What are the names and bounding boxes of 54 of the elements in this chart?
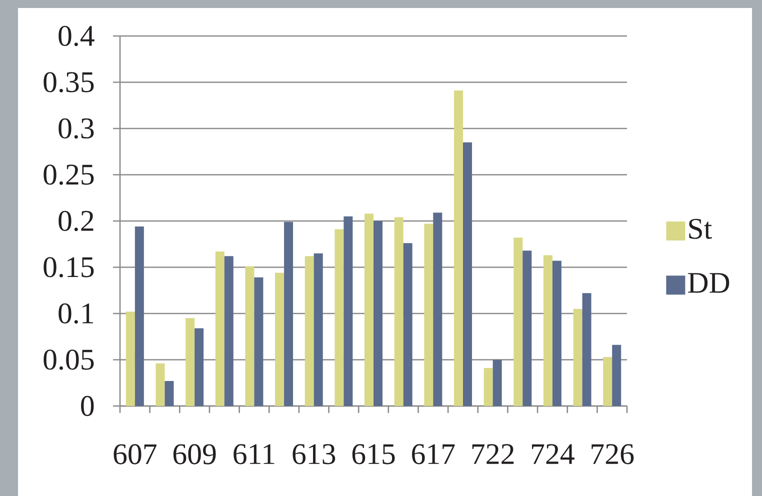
y-tick-label: 0.1 [58, 303, 94, 324]
x-tick-label: 724 [532, 444, 574, 464]
bar [194, 328, 204, 406]
bar [304, 256, 314, 406]
bar [186, 318, 195, 406]
bar [552, 260, 562, 406]
legend-label: St [689, 218, 712, 239]
y-tick-label: 0 [81, 396, 94, 416]
x-tick-label: 617 [412, 444, 455, 464]
bar [215, 252, 224, 406]
bar [573, 308, 582, 406]
bar [314, 253, 323, 406]
bar [543, 255, 552, 406]
bar [344, 216, 353, 406]
bar [164, 381, 174, 406]
bar [334, 229, 344, 406]
x-tick-label: 722 [472, 444, 514, 464]
x-tick-label: 613 [292, 444, 336, 464]
bar [254, 277, 264, 406]
x-tick-label: 611 [234, 444, 274, 464]
bar [275, 272, 284, 406]
y-tick-label: 0.25 [44, 164, 94, 185]
y-tick-label: 0.15 [44, 257, 94, 278]
bar [245, 266, 254, 406]
x-tick-label: 609 [173, 444, 216, 464]
bar [433, 212, 442, 406]
bar [364, 214, 374, 406]
bar [492, 360, 502, 406]
bar [403, 243, 412, 406]
bar [522, 250, 532, 406]
bar [424, 224, 434, 406]
bar [603, 356, 612, 406]
bar [462, 142, 472, 406]
x-tick-label: 615 [352, 444, 395, 464]
bar [134, 226, 144, 406]
y-tick-label: 0.2 [58, 210, 94, 232]
y-tick-label: 0.05 [44, 350, 94, 370]
bar [224, 256, 234, 406]
bar [284, 222, 294, 406]
bar [126, 312, 135, 406]
bar [514, 238, 523, 406]
bar [454, 90, 463, 406]
bar [582, 293, 592, 406]
legend-label: DD [688, 273, 730, 293]
y-tick-label: 0.3 [58, 118, 94, 139]
x-tick-label: 607 [114, 444, 156, 464]
bar [612, 344, 622, 406]
bar [484, 368, 493, 406]
bar [394, 217, 404, 406]
y-tick-label: 0.4 [58, 26, 94, 46]
y-tick-label: 0.35 [44, 72, 94, 92]
bar [156, 363, 165, 406]
x-tick-label: 726 [592, 444, 634, 464]
bar [374, 220, 383, 406]
